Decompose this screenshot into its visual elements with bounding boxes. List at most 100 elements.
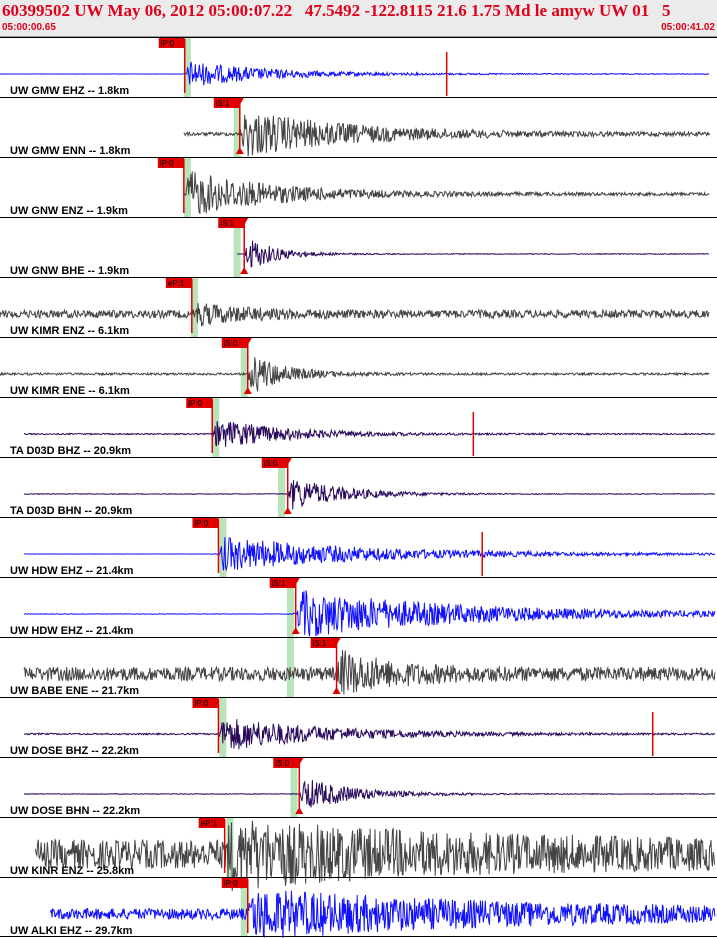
pick-label: iP:0 [188,399,202,408]
pick-arrow-top [240,218,249,225]
pick-tag [310,638,337,648]
trace-row: iS:1 UW GNW BHE -- 1.9km [0,217,717,277]
phase-pick: iS:0 [221,338,252,394]
phase-band [233,217,241,277]
phase-band [212,397,220,457]
waveform [24,420,716,447]
waveform [24,590,716,637]
pick-tag [213,98,240,108]
pick-label: iS:1 [272,579,286,588]
pick-tag [221,878,248,888]
pick-arrow-bottom [332,687,341,694]
phase-pick: iS:1 [218,218,249,274]
phase-band [286,637,294,697]
phase-band [290,757,298,817]
trace-row: iS:0 UW DOSE BHN -- 22.2km [0,757,717,817]
trace-row: iP:0 UW ALKI EHZ -- 29.7km [0,877,717,938]
trace-row: iS:1 UW HDW EHZ -- 21.4km [0,577,717,637]
phase-pick: eP:1 [198,818,226,873]
phase-pick: iS:1 [213,98,244,154]
pick-tag [261,458,288,468]
trace-label: UW GMW ENN -- 1.8km [10,145,131,157]
pick-label: iP:0 [160,159,174,168]
trace-label: UW GNW ENZ -- 1.9km [10,205,128,217]
pick-arrow-top [291,578,300,585]
trace-label: UW BABE ENE -- 21.7km [10,685,139,697]
pick-tag [186,398,213,408]
pick-tag [218,218,245,228]
pick-tag [192,518,219,528]
pick-arrow-bottom [295,807,304,814]
waveform [23,780,715,808]
seismogram-traces: iP:0 UW GMW EHZ -- 1.8km iS:1 UW GMW ENN --… [0,37,717,938]
pick-tag [192,698,219,708]
phase-pick: iP:0 [221,878,249,933]
waveform [0,61,710,86]
pick-arrow-bottom [283,507,292,514]
phase-pick: iS:1 [310,638,341,694]
trace-row: iP:0 UW DOSE BHZ -- 22.2km [0,697,717,757]
phase-pick: iS:0 [261,458,292,514]
phase-band [233,97,241,157]
waveform [35,820,715,891]
event-title: 60399502 UW May 06, 2012 05:00:07.22 47.… [2,1,671,20]
pick-label: iS:0 [224,339,238,348]
pick-tag [273,758,300,768]
trace-label: TA D03D BHZ -- 20.9km [10,445,131,457]
trace-row: iP:0 TA D03D BHZ -- 20.9km [0,397,717,457]
phase-band [240,877,248,937]
pick-tag [157,158,184,168]
phase-pick: eP:1 [165,278,193,333]
phase-band [219,517,227,577]
trace-row: iS:0 TA D03D BHN -- 20.9km [0,457,717,517]
pick-label: iS:1 [220,219,234,228]
phase-band [226,817,234,877]
pick-arrow-top [243,338,252,345]
phase-band [278,457,286,517]
trace-label: UW KIMR ENE -- 6.1km [10,385,130,397]
window-end-time: 05:00:41.02 [661,22,715,33]
pick-label: eP:1 [201,819,218,828]
trace-label: UW ALKI EHZ -- 29.7km [10,925,133,937]
phase-pick: iP:0 [157,158,185,213]
trace-label: TA D03D BHN -- 20.9km [10,505,132,517]
pick-label: iP:0 [194,519,208,528]
waveform [0,303,710,327]
phase-band [190,277,198,337]
pick-arrow-top [283,458,292,465]
trace-label: UW DOSE BHZ -- 22.2km [10,745,139,757]
pick-label: iS:0 [264,459,278,468]
trace-label: UW GNW BHE -- 1.9km [10,265,129,277]
pick-arrow-bottom [291,627,300,634]
phase-band [240,337,248,397]
pick-label: iP:0 [224,879,238,888]
pick-arrow-bottom [243,387,252,394]
trace-row: iS:1 UW GMW ENN -- 1.8km [0,97,717,157]
waveform [183,114,710,157]
trace-label: UW HDW EHZ -- 21.4km [10,565,134,577]
window-start-time: 05:00:00.65 [2,22,56,33]
phase-pick: iS:1 [269,578,300,634]
trace-row: iP:0 UW GNW ENZ -- 1.9km [0,157,717,217]
phase-pick: iP:0 [186,398,213,453]
pick-tag [198,818,225,828]
waveform [0,357,710,392]
event-header: 60399502 UW May 06, 2012 05:00:07.22 47.… [0,0,717,37]
pick-label: eP:1 [168,279,185,288]
pick-arrow-top [295,758,304,765]
waveform [50,890,716,938]
trace-row: iP:0 UW HDW EHZ -- 21.4km [0,517,717,577]
pick-arrow-top [332,638,341,645]
pick-arrow-bottom [240,267,249,274]
trace-row: iS:1 UW BABE ENE -- 21.7km [0,637,717,697]
trace-label: UW DOSE BHN -- 22.2km [10,805,140,817]
pick-arrow-top [235,98,244,105]
phase-pick: iP:0 [158,38,186,93]
trace-label: UW KINR ENZ -- 25.8km [10,865,134,877]
trace-row: iS:0 UW KIMR ENE -- 6.1km [0,337,717,397]
phase-bands [183,37,298,937]
waveform [183,171,710,215]
pick-tag [165,278,192,288]
waveform [237,240,709,268]
trace-label: UW KIMR ENZ -- 6.1km [10,325,129,337]
